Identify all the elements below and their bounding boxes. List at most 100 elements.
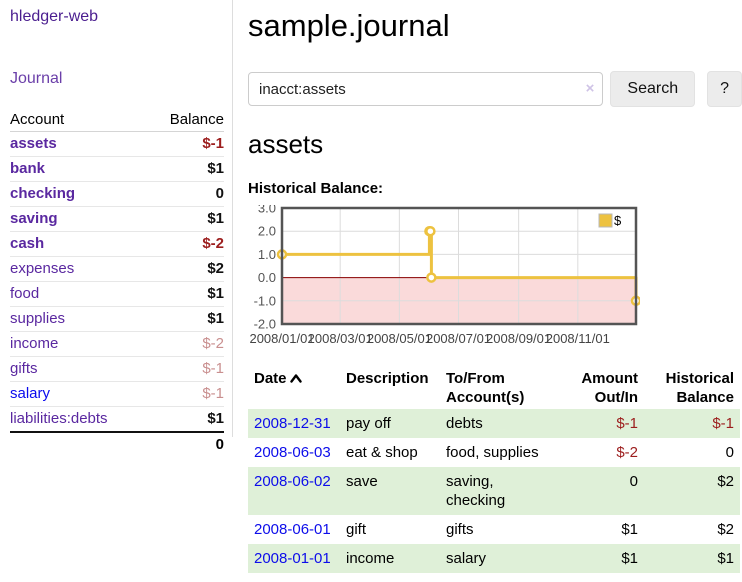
transaction-description: save: [340, 467, 440, 515]
help-button[interactable]: ?: [707, 71, 742, 107]
transaction-row: 2008-06-03 eat & shop food, supplies $-2 0: [248, 438, 740, 467]
account-link[interactable]: bank: [10, 160, 46, 177]
account-row: gifts $-1: [10, 356, 224, 382]
account-link[interactable]: food: [10, 285, 40, 302]
accounts-total: 0: [147, 431, 224, 457]
accounts-table-body: assets $-1 bank $1 checking 0 saving $1 cash $-2 e…: [10, 132, 224, 457]
chart-title: Historical Balance:: [248, 180, 384, 197]
accounts-header-account: Account: [10, 108, 148, 132]
transaction-description: gift: [346, 521, 367, 538]
account-balance: $-1: [147, 381, 224, 407]
account-row: cash $-2: [10, 231, 224, 257]
account-balance: $1: [147, 306, 224, 332]
account-row: income $-2: [10, 331, 224, 357]
account-balance: $1: [147, 156, 224, 182]
transaction-date-link[interactable]: 2008-06-02: [254, 473, 331, 490]
txn-header-amount: Amount Out/In: [581, 370, 638, 406]
historical-balance-chart: 3.0 2.0 1.0 0.0 -1.0 -2.0 $ 2008/01/01 2008/03/…: [248, 205, 640, 347]
page-title: sample.journal: [248, 8, 450, 43]
account-link[interactable]: supplies: [10, 310, 66, 327]
transaction-amount: $-2: [616, 444, 638, 461]
x-tick-label: 2008/01/01: [249, 331, 315, 346]
transaction-balance: $-1: [644, 409, 740, 438]
account-balance: $-1: [147, 356, 224, 382]
transaction-description: income: [340, 544, 440, 573]
account-link[interactable]: liabilities:debts: [10, 410, 108, 427]
transaction-description: eat & shop: [346, 444, 418, 461]
transaction-balance: $2: [717, 521, 734, 538]
account-row: supplies $1: [10, 306, 224, 332]
x-tick-label: 2008/11/01: [545, 331, 610, 346]
svg-text:3.0: 3.0: [258, 205, 276, 216]
account-row: expenses $2: [10, 256, 224, 282]
clear-search-icon[interactable]: ×: [585, 80, 595, 97]
x-tick-label: 2008/05/01: [366, 331, 432, 346]
legend-label: $: [614, 213, 622, 228]
transaction-date-link[interactable]: 2008-12-31: [254, 415, 331, 432]
transaction-accounts: gifts: [446, 521, 474, 538]
transaction-balance: $2: [644, 467, 740, 515]
account-row: salary $-1: [10, 381, 224, 407]
account-link[interactable]: saving: [10, 210, 58, 227]
txn-header-date[interactable]: Date: [248, 367, 340, 409]
transaction-balance: $1: [644, 544, 740, 573]
transaction-accounts: food, supplies: [446, 444, 539, 461]
transaction-row: 2008-01-01 income salary $1 $1: [248, 544, 740, 573]
accounts-header-balance: Balance: [147, 108, 224, 132]
transaction-amount: $1: [621, 521, 638, 538]
txn-header-tofrom: To/From Account(s): [446, 370, 525, 406]
svg-text:-1.0: -1.0: [254, 293, 276, 308]
transaction-row: 2008-06-02 save saving, checking 0 $2: [248, 467, 740, 515]
account-balance: $-1: [202, 135, 224, 152]
transaction-amount: $-1: [552, 409, 644, 438]
transaction-date-link[interactable]: 2008-01-01: [254, 550, 331, 567]
search-button[interactable]: Search: [610, 71, 696, 107]
transaction-accounts: saving, checking: [440, 467, 552, 515]
svg-text:0.0: 0.0: [258, 270, 276, 285]
account-balance: $1: [147, 206, 224, 232]
plot-border: [280, 206, 638, 326]
txn-header-description: Description: [346, 370, 429, 387]
account-link[interactable]: cash: [10, 235, 45, 252]
transaction-date-link[interactable]: 2008-06-03: [254, 444, 331, 461]
transaction-accounts: salary: [440, 544, 552, 573]
transaction-amount: $1: [552, 544, 644, 573]
transaction-row: 2008-06-01 gift gifts $1 $2: [248, 515, 740, 544]
chart-x-axis-labels: 2008/01/01 2008/03/01 2008/05/01 2008/07/01…: [248, 331, 640, 347]
sidebar-item-journal[interactable]: Journal: [10, 70, 63, 87]
account-row: saving $1: [10, 206, 224, 232]
transaction-date-link[interactable]: 2008-06-01: [254, 521, 331, 538]
accounts-total-row: 0: [10, 431, 224, 457]
account-row: checking 0: [10, 181, 224, 207]
transaction-row: 2008-12-31 pay off debts $-1 $-1: [248, 409, 740, 438]
transaction-amount: 0: [552, 467, 644, 515]
account-link[interactable]: checking: [10, 185, 76, 202]
account-link[interactable]: assets: [10, 135, 57, 152]
data-point-marker: [426, 272, 437, 283]
account-row: assets $-1: [10, 132, 224, 157]
data-point-marker: [425, 225, 436, 237]
sort-ascending-icon: [289, 369, 302, 388]
legend-swatch: [598, 213, 613, 228]
chart-canvas: 3.0 2.0 1.0 0.0 -1.0 -2.0 $: [254, 205, 640, 330]
x-tick-label: 2008/03/01: [307, 331, 373, 346]
transaction-balance: 0: [725, 444, 734, 461]
account-balance: $-2: [147, 231, 224, 257]
account-row: bank $1: [10, 156, 224, 182]
transaction-description: pay off: [340, 409, 440, 438]
accounts-table: Account Balance assets $-1 bank $1 checking 0…: [10, 108, 224, 457]
account-balance: $-2: [147, 331, 224, 357]
search-form: × Search ?: [248, 71, 742, 107]
account-link[interactable]: salary: [10, 385, 51, 402]
transaction-accounts: debts: [440, 409, 552, 438]
svg-text:1.0: 1.0: [258, 247, 276, 262]
account-link[interactable]: expenses: [10, 260, 75, 277]
account-link[interactable]: gifts: [10, 360, 38, 377]
search-input[interactable]: [248, 72, 604, 106]
svg-text:-2.0: -2.0: [254, 317, 276, 330]
app-title-link[interactable]: hledger-web: [10, 8, 99, 25]
account-balance: $2: [147, 256, 224, 282]
account-row: liabilities:debts $1: [10, 406, 224, 432]
svg-text:2.0: 2.0: [258, 224, 276, 239]
account-link[interactable]: income: [10, 335, 59, 352]
